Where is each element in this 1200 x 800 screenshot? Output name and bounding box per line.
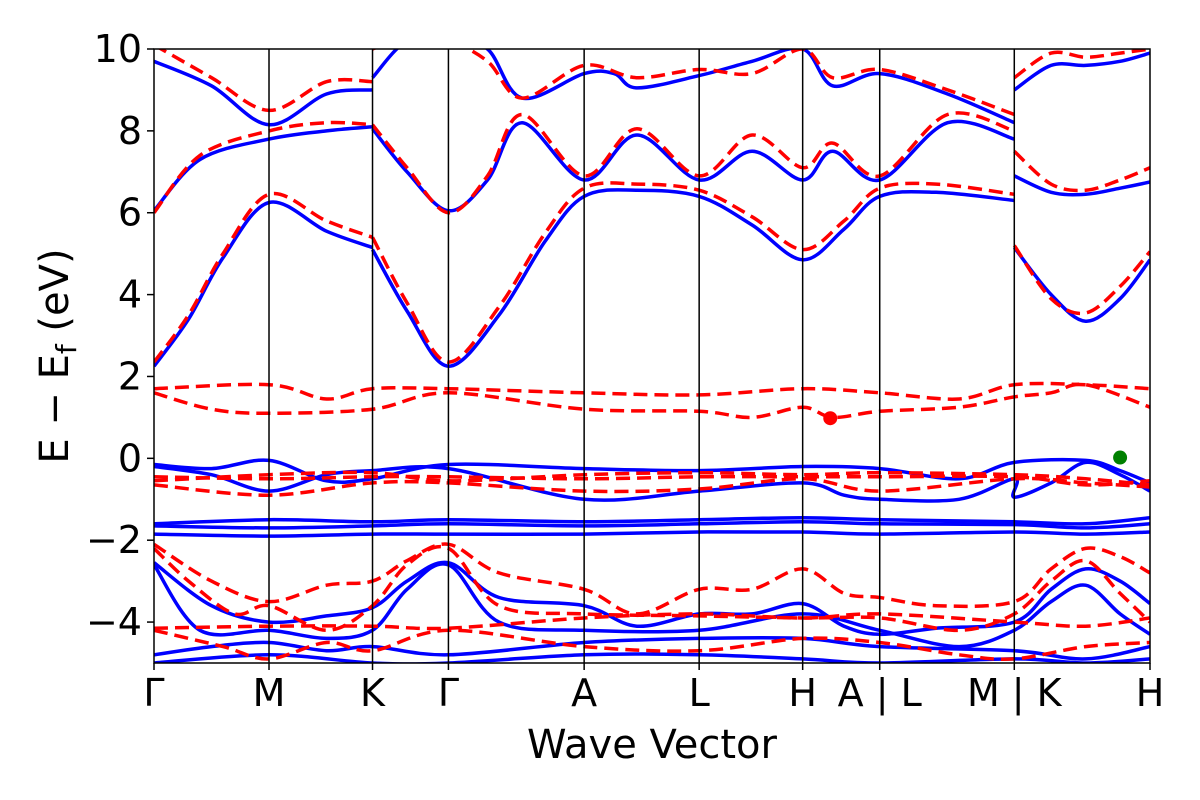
dashed-band-14 <box>154 542 1150 616</box>
dashed-band-4 <box>371 111 1015 215</box>
dashed-band-13 <box>154 474 1150 487</box>
dashed-band-2 <box>157 49 373 113</box>
solid-band-3 <box>370 188 1015 368</box>
dashed-band-16 <box>154 612 1150 631</box>
marker-point-0 <box>823 411 838 426</box>
x-tick-label-5: L <box>689 671 710 715</box>
y-tick-label-0: −4 <box>86 600 142 644</box>
y-tick-label-1: −2 <box>86 518 142 562</box>
dashed-band-10 <box>154 382 1150 420</box>
marker-point-1 <box>1113 450 1128 465</box>
plot-frame <box>153 48 1151 664</box>
y-axis-title-unit: (eV) <box>32 248 78 344</box>
y-tick-label-6: 8 <box>118 109 142 153</box>
x-tick-label-8: M | K <box>967 671 1063 716</box>
x-tick-label-6: H <box>788 671 817 715</box>
solid-band-10 <box>154 460 1150 503</box>
dashed-band-8 <box>1013 49 1150 80</box>
solid-band-6 <box>1012 246 1150 323</box>
dashed-band-11 <box>154 470 1150 487</box>
dashed-band-15 <box>154 544 1150 633</box>
y-tick-label-3: 2 <box>118 354 142 398</box>
x-axis-title: Wave Vector <box>527 722 778 768</box>
solid-band-11 <box>154 515 1150 526</box>
solid-band-4 <box>371 119 1015 213</box>
x-tick-label-7: A | L <box>838 671 922 716</box>
solid-band-15 <box>154 562 1150 649</box>
solid-band-2 <box>154 59 373 127</box>
x-tick-label-9: H <box>1136 671 1165 715</box>
dashed-band-17 <box>154 628 1150 661</box>
solid-band-5 <box>371 49 1015 125</box>
solid-band-13 <box>154 530 1150 538</box>
solid-band-12 <box>154 520 1150 530</box>
solid-band-7 <box>1013 174 1150 197</box>
solid-band-0 <box>154 200 374 368</box>
dashed-band-0 <box>154 191 374 364</box>
markers-layer <box>823 411 1128 465</box>
bands-layer <box>154 49 1150 663</box>
solid-band-14 <box>154 560 1150 637</box>
y-axis-title-main: E − E <box>32 354 78 464</box>
dashed-band-5 <box>372 49 1015 117</box>
x-tick-label-2: K <box>360 671 386 715</box>
solid-band-17 <box>154 652 1150 663</box>
solid-band-8 <box>1013 51 1150 92</box>
y-tick-label-7: 10 <box>94 27 142 71</box>
dashed-band-9 <box>154 381 1150 401</box>
dashed-band-6 <box>1012 244 1150 316</box>
x-tick-label-3: Γ <box>438 671 459 715</box>
y-axis-title-sub: f <box>50 343 83 354</box>
y-axis-title: E − Ef (eV) <box>32 248 83 463</box>
dashed-band-3 <box>370 181 1015 364</box>
dashed-band-7 <box>1013 150 1150 193</box>
y-tick-label-2: 0 <box>118 436 142 480</box>
x-tick-label-1: M <box>253 671 286 715</box>
y-axis-ticks: −4 −2 0 2 4 6 8 10 <box>86 27 154 644</box>
dashed-band-12 <box>154 476 1150 497</box>
x-tick-label-4: A <box>571 671 597 715</box>
y-tick-label-5: 6 <box>118 191 142 235</box>
x-tick-label-0: Γ <box>143 671 164 715</box>
high-symmetry-lines <box>268 49 1016 663</box>
y-tick-label-4: 4 <box>118 273 142 317</box>
x-axis-ticks: Γ M K Γ A L H A | L M | K H <box>143 663 1164 716</box>
